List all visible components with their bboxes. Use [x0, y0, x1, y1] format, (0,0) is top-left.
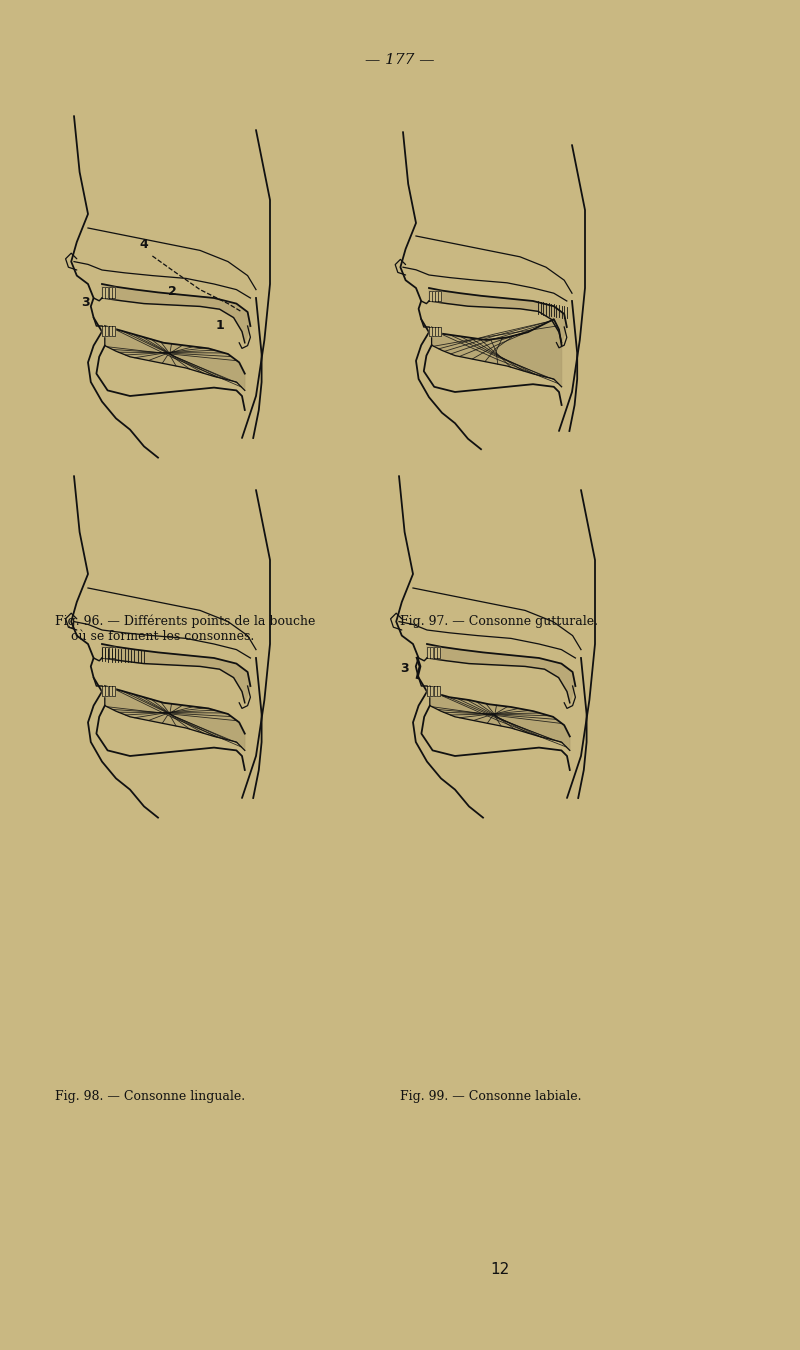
Polygon shape — [106, 325, 108, 336]
Polygon shape — [109, 647, 111, 657]
Polygon shape — [434, 686, 437, 695]
Polygon shape — [102, 686, 105, 695]
Polygon shape — [106, 647, 108, 657]
Polygon shape — [437, 647, 440, 657]
Polygon shape — [434, 647, 437, 657]
Polygon shape — [437, 686, 440, 695]
Polygon shape — [106, 286, 108, 298]
Polygon shape — [102, 647, 105, 657]
Polygon shape — [112, 686, 115, 695]
Polygon shape — [435, 290, 438, 301]
Text: 3: 3 — [81, 297, 90, 309]
Polygon shape — [109, 686, 111, 695]
Text: 2: 2 — [168, 285, 176, 298]
Polygon shape — [430, 647, 434, 657]
Polygon shape — [102, 644, 250, 703]
Polygon shape — [427, 686, 430, 695]
Text: Fig. 97. — Consonne gutturale.: Fig. 97. — Consonne gutturale. — [400, 616, 598, 628]
Text: Fig. 99. — Consonne labiale.: Fig. 99. — Consonne labiale. — [400, 1089, 582, 1103]
Polygon shape — [435, 327, 438, 336]
Polygon shape — [432, 290, 434, 301]
Text: Fig. 98. — Consonne linguale.: Fig. 98. — Consonne linguale. — [55, 1089, 245, 1103]
Polygon shape — [109, 286, 111, 298]
Polygon shape — [427, 647, 430, 657]
Text: 4: 4 — [140, 238, 148, 251]
Polygon shape — [109, 325, 111, 336]
Polygon shape — [427, 644, 575, 703]
Text: — 177 —: — 177 — — [366, 53, 434, 68]
Polygon shape — [438, 290, 441, 301]
Polygon shape — [429, 288, 566, 343]
Polygon shape — [112, 325, 115, 336]
Polygon shape — [105, 686, 245, 751]
Text: Fig. 96. — Différents points de la bouche
    où se forment les consonnes.: Fig. 96. — Différents points de la bouch… — [55, 616, 315, 644]
Polygon shape — [429, 290, 432, 301]
Polygon shape — [112, 286, 115, 298]
Polygon shape — [112, 647, 115, 657]
Polygon shape — [430, 691, 570, 751]
Polygon shape — [432, 327, 434, 336]
Polygon shape — [438, 327, 441, 336]
Polygon shape — [102, 284, 250, 343]
Polygon shape — [102, 286, 105, 298]
Polygon shape — [429, 327, 432, 336]
Text: 1: 1 — [215, 319, 224, 332]
Polygon shape — [432, 319, 562, 387]
Text: 3: 3 — [400, 662, 409, 675]
Polygon shape — [106, 686, 108, 695]
Polygon shape — [105, 325, 245, 390]
Polygon shape — [430, 686, 434, 695]
Polygon shape — [102, 325, 105, 336]
Text: 12: 12 — [490, 1262, 510, 1277]
